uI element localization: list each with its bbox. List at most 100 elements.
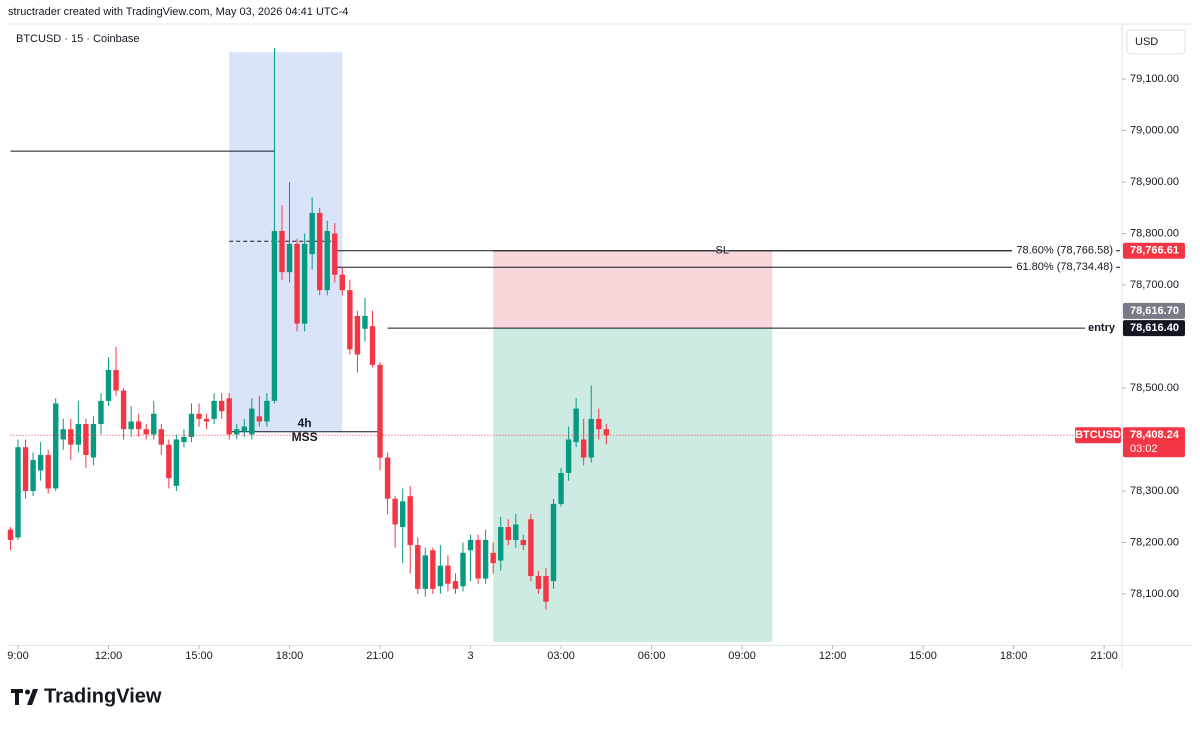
candle-body bbox=[422, 555, 428, 589]
candle-body bbox=[596, 418, 602, 430]
currency[interactable]: USD bbox=[1135, 36, 1158, 48]
candle-body bbox=[249, 408, 255, 435]
x-tick-label: 9:00 bbox=[7, 650, 28, 662]
candle-body bbox=[271, 230, 278, 401]
currency-button[interactable] bbox=[1126, 29, 1186, 55]
y-tick-label: 78,100.00 bbox=[1130, 588, 1179, 600]
brand-logo bbox=[11, 689, 38, 705]
x-tick-label: 21:00 bbox=[366, 650, 394, 662]
candle-body bbox=[128, 421, 134, 430]
candle-body bbox=[317, 212, 323, 291]
price-label: 78,766.61 bbox=[1130, 245, 1179, 257]
candle-body bbox=[181, 436, 187, 443]
fib-label: 78.60% (78,766.58) bbox=[1016, 245, 1113, 257]
candle-body bbox=[384, 457, 391, 499]
candle-body bbox=[482, 539, 489, 579]
price-label: 78,616.40 bbox=[1130, 322, 1179, 334]
candle-body bbox=[347, 290, 353, 350]
candle-body bbox=[120, 390, 127, 430]
candle-body bbox=[234, 429, 240, 435]
candle-body bbox=[7, 529, 14, 540]
candle-body bbox=[98, 400, 104, 425]
mss-label: MSS bbox=[292, 430, 318, 444]
target-zone bbox=[493, 328, 773, 642]
candle-body bbox=[218, 400, 225, 412]
symbol-title: BTCUSD · 15 · Coinbase bbox=[16, 33, 140, 45]
candle-body bbox=[580, 439, 587, 458]
stop-label: SL bbox=[716, 245, 729, 257]
candle-body bbox=[279, 230, 285, 273]
candle-body bbox=[407, 496, 413, 546]
candle-body bbox=[392, 498, 398, 525]
price-label: 78,408.24 bbox=[1130, 429, 1180, 441]
candle-body bbox=[166, 444, 172, 479]
y-tick-label: 78,500.00 bbox=[1130, 382, 1179, 394]
candle-body bbox=[603, 429, 610, 436]
candle-body bbox=[173, 439, 180, 486]
x-tick-label: 15:00 bbox=[185, 650, 213, 662]
candle-body bbox=[437, 565, 444, 587]
candle-body bbox=[475, 539, 481, 579]
candle-body bbox=[203, 418, 210, 422]
candle-body bbox=[377, 364, 383, 458]
candle-body bbox=[30, 460, 36, 492]
candle-body bbox=[113, 369, 119, 391]
y-tick-label: 78,200.00 bbox=[1130, 536, 1179, 548]
candle-body bbox=[565, 439, 572, 473]
candle-body bbox=[226, 398, 232, 435]
stop-zone bbox=[493, 250, 773, 329]
candle-body bbox=[135, 421, 142, 430]
candle-body bbox=[301, 243, 308, 324]
candle-body bbox=[22, 447, 29, 492]
price-label-box bbox=[1123, 242, 1185, 259]
candle-body bbox=[158, 429, 165, 445]
countdown: 03:02 bbox=[1130, 443, 1158, 455]
y-tick-label: 79,000.00 bbox=[1130, 124, 1179, 136]
candle-body bbox=[490, 552, 496, 564]
candle-body bbox=[467, 539, 474, 551]
candle-body bbox=[211, 400, 217, 419]
candle-body bbox=[294, 243, 300, 324]
y-tick-label: 78,700.00 bbox=[1130, 279, 1179, 291]
candle-body bbox=[505, 527, 511, 540]
candle-body bbox=[452, 581, 459, 589]
symbol-tag bbox=[1075, 427, 1121, 444]
entry-label: entry bbox=[1088, 322, 1116, 334]
candle-body bbox=[339, 274, 346, 291]
candle-body bbox=[573, 408, 579, 443]
candle-body bbox=[415, 545, 421, 589]
candle-body bbox=[37, 454, 44, 471]
fib-label: 61.80% (78,734.48) bbox=[1016, 261, 1113, 273]
candle-body bbox=[362, 315, 368, 329]
mss-timeframe: 4h bbox=[298, 416, 312, 430]
candle-body bbox=[520, 539, 527, 546]
price-label-box bbox=[1123, 427, 1185, 458]
candle-body bbox=[264, 400, 270, 422]
candle-body bbox=[528, 519, 534, 576]
y-tick-label: 78,800.00 bbox=[1130, 227, 1179, 239]
candle-body bbox=[430, 550, 436, 589]
candle-body bbox=[332, 233, 338, 275]
candle-body bbox=[588, 418, 594, 458]
candle-body bbox=[53, 403, 59, 489]
candle-body bbox=[15, 447, 21, 538]
candle-body bbox=[550, 503, 557, 582]
x-tick-label: 12:00 bbox=[95, 650, 123, 662]
y-tick-label: 78,900.00 bbox=[1130, 176, 1179, 188]
candle-body bbox=[558, 472, 564, 504]
header: structrader created with TradingView.com… bbox=[8, 6, 348, 18]
candle-body bbox=[369, 326, 376, 365]
candle-body bbox=[286, 243, 293, 273]
price-label: 78,616.70 bbox=[1130, 305, 1179, 317]
x-tick-label: 18:00 bbox=[1000, 650, 1028, 662]
candle-body bbox=[445, 565, 451, 584]
candle-body bbox=[309, 212, 315, 255]
candle-body bbox=[498, 527, 504, 561]
candle-body bbox=[241, 426, 247, 432]
candle-body bbox=[354, 315, 361, 355]
candle-body bbox=[535, 575, 542, 589]
candle-body bbox=[143, 429, 149, 435]
candle-body bbox=[460, 552, 466, 587]
candle-body bbox=[90, 424, 97, 458]
